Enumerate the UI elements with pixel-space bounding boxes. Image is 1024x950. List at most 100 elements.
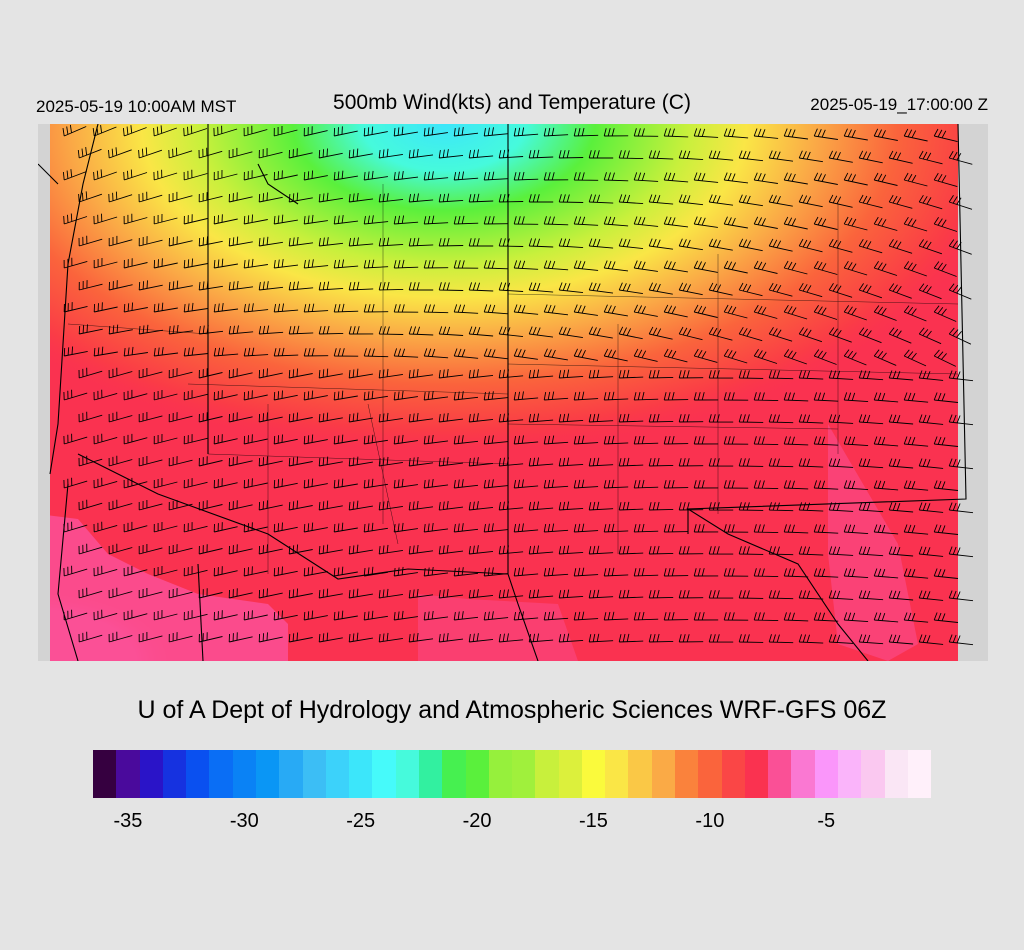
wind-barb: [198, 325, 224, 335]
wind-barb: [153, 389, 178, 401]
wind-barb: [948, 195, 973, 210]
wind-barb: [618, 457, 644, 467]
wind-barb: [933, 261, 957, 277]
wind-barb: [708, 238, 733, 251]
wind-barb: [918, 502, 944, 513]
wind-barb: [528, 149, 554, 159]
wind-barb: [483, 435, 509, 445]
wind-barb: [393, 566, 418, 577]
wind-barb: [663, 348, 688, 363]
wind-barb: [183, 566, 208, 577]
wind-barb: [873, 128, 898, 141]
wind-barb: [63, 609, 88, 621]
wind-barb: [183, 125, 208, 137]
colorbar-swatch: [139, 750, 163, 798]
wind-barb: [768, 546, 794, 556]
colorbar-swatch: [465, 750, 489, 798]
wind-barb: [513, 260, 539, 270]
wind-barb: [273, 522, 298, 533]
wind-barb: [948, 458, 974, 470]
colorbar-tick-label: -35: [113, 810, 143, 832]
wind-barb: [558, 457, 584, 467]
wind-barb: [62, 124, 87, 137]
wind-barb: [513, 611, 539, 621]
wind-barb: [243, 125, 268, 137]
wind-barb: [618, 282, 643, 295]
wind-barb: [393, 522, 418, 533]
wind-barb: [243, 214, 268, 225]
wind-barb: [93, 213, 118, 225]
wind-barb: [753, 304, 778, 319]
wind-barb: [813, 392, 839, 402]
wind-barb: [363, 303, 389, 313]
wind-barb: [63, 433, 88, 445]
wind-barb: [798, 458, 824, 468]
wind-barb: [438, 149, 464, 159]
wind-barb: [393, 215, 419, 225]
wind-barb: [483, 348, 509, 360]
wind-barb: [858, 370, 884, 381]
wind-barb: [558, 545, 584, 555]
wind-barb: [618, 326, 643, 340]
wind-barb: [858, 414, 884, 425]
wind-barb: [948, 546, 974, 558]
wind-barb: [108, 411, 133, 423]
wind-barb: [318, 237, 344, 247]
wind-barb: [378, 148, 403, 159]
wind-barb: [393, 171, 419, 181]
wind-barb: [813, 172, 838, 185]
wind-barb: [933, 612, 959, 623]
wind-barb: [213, 347, 239, 357]
wind-barb: [753, 172, 778, 184]
wind-barb: [543, 391, 569, 401]
wind-barb: [813, 349, 837, 365]
colorbar-swatch: [325, 750, 350, 798]
wind-barb: [873, 261, 898, 276]
wind-barb: [678, 370, 704, 379]
wind-barb: [378, 281, 404, 291]
wind-barb: [483, 216, 509, 225]
wind-barb: [798, 150, 823, 163]
wind-barb: [873, 216, 898, 231]
wind-barb: [498, 282, 524, 292]
colorbar-swatch: [93, 750, 117, 798]
wind-barb: [483, 479, 509, 489]
wind-barb: [348, 148, 373, 159]
wind-barb: [843, 436, 869, 447]
wind-barb: [408, 544, 434, 555]
wind-barb: [288, 500, 313, 511]
wind-barb: [783, 436, 809, 446]
wind-barb: [708, 634, 734, 643]
colorbar-swatch: [628, 750, 652, 798]
wind-barb: [663, 391, 689, 401]
wind-barb: [783, 349, 807, 365]
wind-barb: [708, 282, 733, 296]
wind-barb: [93, 521, 118, 533]
wind-barb: [678, 238, 703, 251]
wind-barb: [123, 389, 148, 401]
wind-barb: [498, 545, 524, 555]
wind-barb: [348, 192, 374, 203]
wind-barb: [122, 125, 147, 137]
wind-barb: [588, 501, 614, 511]
wind-barb: [483, 127, 509, 137]
wind-barb: [753, 568, 779, 578]
wind-barb: [108, 499, 133, 511]
wind-barb: [753, 349, 778, 364]
wind-barb: [528, 282, 554, 293]
wind-barb: [513, 479, 539, 489]
wind-barb: [468, 457, 494, 467]
wind-barb: [633, 348, 658, 362]
wind-barb: [423, 434, 449, 445]
wind-barb: [453, 479, 479, 489]
wind-barb: [92, 125, 117, 137]
wind-barb: [918, 414, 944, 425]
wind-barb: [603, 216, 629, 227]
wind-barb: [813, 480, 839, 490]
wind-barb: [528, 413, 554, 423]
wind-barb: [93, 477, 118, 489]
wind-barb: [273, 390, 298, 401]
wind-barb: [273, 214, 298, 225]
wind-barb: [303, 126, 328, 137]
wind-barb: [573, 523, 599, 533]
